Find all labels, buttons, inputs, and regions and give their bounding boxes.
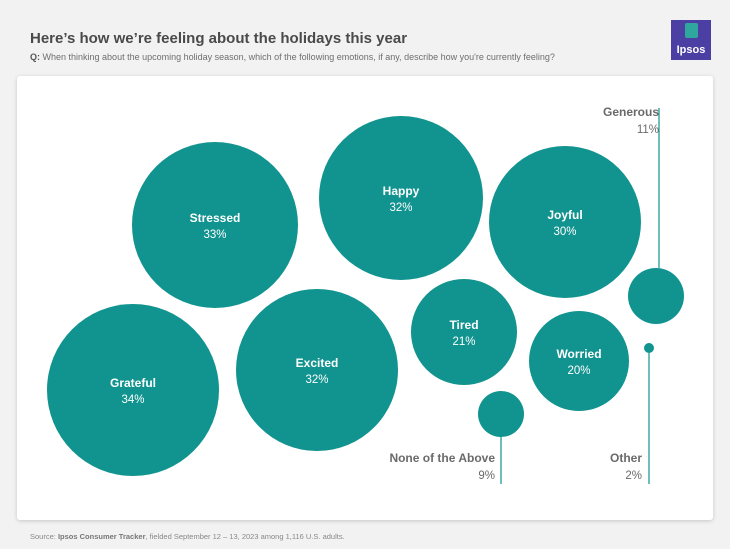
bubble-label-excited: Excited (296, 356, 339, 370)
logo-accent-shape (685, 23, 698, 38)
bubble-excited (236, 289, 398, 451)
bubble-value-other: 2% (625, 470, 642, 482)
bubble-label-worried: Worried (556, 347, 601, 361)
bubble-chart: Stressed 33% Happy 32% Joyful 30% Generous 11% G… (47, 105, 684, 484)
survey-question: Q: When thinking about the upcoming holi… (30, 52, 555, 62)
bubble-label-happy: Happy (383, 184, 420, 198)
bubble-value-joyful: 30% (553, 226, 576, 238)
bubble-grateful (47, 304, 219, 476)
bubble-happy (319, 116, 483, 280)
bubble-label-joyful: Joyful (547, 208, 582, 222)
bubble-label-other: Other (610, 451, 642, 465)
bubble-value-none-of-the-above: 9% (478, 470, 495, 482)
bubble-stressed (132, 142, 298, 308)
bubble-value-worried: 20% (567, 365, 590, 377)
page-title: Here’s how we’re feeling about the holid… (30, 30, 408, 47)
source-name: Ipsos Consumer Tracker (57, 532, 146, 541)
source-prefix: Source: (30, 532, 56, 541)
source-detail: , fielded September 12 – 13, 2023 among … (145, 532, 345, 541)
source-note: Source: Ipsos Consumer Tracker, fielded … (30, 532, 345, 541)
bubble-label-generous: Generous (603, 105, 659, 119)
bubble-value-tired: 21% (452, 336, 475, 348)
bubble-none-of-the-above (478, 391, 524, 437)
bubble-tired (411, 279, 517, 385)
ipsos-logo: Ipsos (671, 20, 711, 60)
bubble-value-happy: 32% (389, 202, 412, 214)
question-text: When thinking about the upcoming holiday… (42, 52, 555, 62)
bubble-other (644, 343, 654, 353)
bubble-label-none-of-the-above: None of the Above (389, 451, 495, 465)
bubble-label-grateful: Grateful (110, 376, 156, 390)
bubble-worried (529, 311, 629, 411)
logo-text: Ipsos (676, 44, 706, 56)
bubble-generous (628, 268, 684, 324)
chart-card: Stressed 33% Happy 32% Joyful 30% Generous 11% G… (17, 76, 713, 520)
question-prefix: Q: (30, 52, 40, 62)
bubble-value-stressed: 33% (203, 229, 226, 241)
bubble-value-grateful: 34% (121, 394, 144, 406)
bubble-label-stressed: Stressed (190, 211, 241, 225)
bubble-label-tired: Tired (449, 318, 478, 332)
bubble-value-generous: 11% (637, 124, 659, 136)
bubble-value-excited: 32% (305, 374, 328, 386)
bubble-joyful (489, 146, 641, 298)
